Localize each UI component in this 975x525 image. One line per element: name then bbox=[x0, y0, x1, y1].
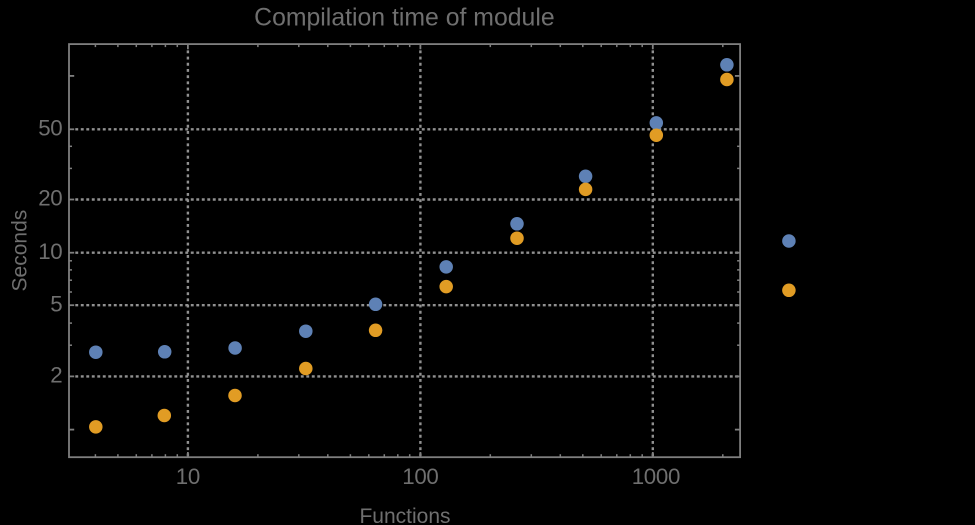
svg-text:5: 5 bbox=[50, 291, 62, 316]
svg-text:10: 10 bbox=[176, 464, 200, 489]
svg-text:10: 10 bbox=[38, 239, 62, 264]
svg-text:100: 100 bbox=[402, 464, 438, 489]
svg-text:2: 2 bbox=[50, 363, 62, 388]
svg-text:1000: 1000 bbox=[632, 464, 680, 489]
svg-text:Functions: Functions bbox=[359, 505, 450, 525]
svg-text:50: 50 bbox=[38, 115, 62, 140]
svg-text:Seconds: Seconds bbox=[9, 210, 32, 292]
svg-text:20: 20 bbox=[38, 186, 62, 211]
svg-text:Compilation time of module: Compilation time of module bbox=[254, 4, 554, 31]
